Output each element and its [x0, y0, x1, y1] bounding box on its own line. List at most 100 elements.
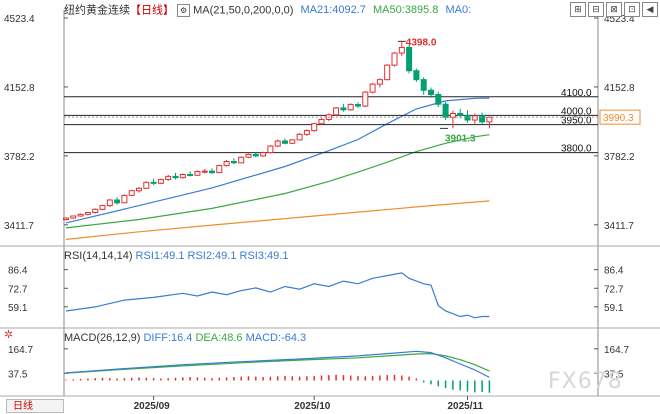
rsi1-value: RSI1:49.1 [135, 250, 185, 262]
moving-averages [65, 97, 490, 240]
candle-body [391, 52, 398, 66]
candle-body [260, 152, 267, 157]
macd-tick-label-left: 164.7 [8, 345, 33, 356]
dea-value: DEA:48.6 [195, 332, 243, 344]
candle-body [136, 187, 142, 192]
rsi3-value: RSI3:49.1 [239, 250, 289, 262]
candle-body [99, 205, 106, 210]
rsi-tick-label-left: 86.4 [8, 266, 28, 277]
candle-body [70, 215, 77, 219]
level-label: 3800.0 [561, 144, 592, 155]
candle-body [238, 156, 245, 164]
toolbar-button[interactable]: ⊠ [606, 2, 622, 17]
candle-body [449, 113, 456, 118]
candle-body [209, 170, 215, 174]
candle-body [106, 199, 113, 207]
rsi-tick-label-right: 86.4 [604, 266, 624, 277]
candle-body [84, 211, 91, 215]
ma50-value: MA50:3895.8 [372, 4, 439, 17]
candle-body [274, 140, 281, 147]
rsi-params: RSI(14,14,14) [64, 250, 133, 262]
candle-body [435, 94, 442, 105]
last-price-tag: 3990.3 [603, 113, 634, 124]
candle-body [150, 181, 157, 184]
candle-body [333, 107, 340, 116]
rsi-tick-label-left: 59.1 [8, 303, 28, 314]
ma21-line [65, 97, 490, 224]
candle-body [311, 123, 318, 132]
candle-body [157, 179, 164, 184]
candle-body [289, 139, 296, 144]
candle-body [143, 181, 150, 189]
macd-header: MACD(26,12,9) DIFF:16.4 DEA:48.6 MACD:-6… [64, 332, 306, 345]
price-tick-label-right: 4152.8 [604, 83, 635, 94]
ma21-value: MA21:4092.7 [300, 4, 366, 17]
candle-body [362, 91, 369, 107]
candle-body [194, 171, 201, 176]
window-toolbar: ⊞ ⊟ ⊠ ⊡ ◀ [570, 2, 658, 17]
period-tag[interactable]: 【日线】 [130, 4, 174, 17]
candle-body [318, 118, 325, 125]
rsi2-value: RSI2:49.1 [187, 250, 237, 262]
rsi-tick-label-right: 72.7 [604, 284, 624, 295]
high-annotation: 4398.0 [406, 37, 437, 48]
toolbar-button[interactable]: ⊟ [588, 2, 604, 17]
low-annotation: 3901.3 [445, 134, 476, 145]
candle-body [92, 208, 99, 213]
toolbar-button[interactable]: ⊞ [570, 2, 586, 17]
x-tick-label: 2025/10 [294, 401, 331, 412]
candle-body [303, 130, 310, 135]
candle-body [442, 103, 449, 118]
candle-body [347, 104, 354, 111]
candle-body [245, 153, 252, 158]
candle-body [201, 170, 208, 173]
diff-line [65, 350, 490, 378]
macd-settings-icon[interactable]: ✲ [4, 329, 14, 341]
candle-body [471, 115, 478, 121]
candle-body [376, 79, 383, 85]
candle-body [369, 83, 376, 93]
candles [63, 41, 493, 221]
candle-body [282, 140, 288, 144]
axis-labels: 4523.4 4523.4 4152.8 4152.8 3782.2 3782.2 3411… [4, 14, 641, 412]
candle-body [296, 133, 303, 141]
candle-body [340, 107, 347, 111]
grid-layer [0, 10, 660, 397]
period-selector-button[interactable]: 日线 [6, 399, 64, 413]
ma-params: MA(21,50,0,200,0,0) [193, 4, 294, 17]
toolbar-button[interactable]: ⊡ [624, 2, 640, 17]
candle-body [464, 114, 471, 121]
x-tick-label: 2025/11 [448, 401, 484, 412]
rsi-panel: 86.4 86.4 72.7 72.7 59.1 59.1 [8, 266, 624, 319]
candle-body [230, 160, 237, 164]
toolbar-button[interactable]: ◀ [642, 2, 658, 17]
macd-tick-label-right: 37.5 [604, 369, 624, 380]
price-tick-label-right: 4523.4 [604, 14, 635, 25]
macd-tick-label-left: 37.5 [8, 369, 28, 380]
rsi-header: RSI(14,14,14) RSI1:49.1 RSI2:49.1 RSI3:4… [64, 250, 288, 263]
price-tick-label-left: 4523.4 [4, 14, 35, 25]
price-tick-label-left: 3411.7 [4, 221, 34, 232]
candle-body [216, 165, 223, 174]
candle-body [384, 64, 391, 81]
x-tick-label: 2025/09 [134, 401, 171, 412]
candle-body [267, 145, 274, 154]
settings-icon[interactable]: ⚙ [177, 4, 191, 17]
candle-body [179, 174, 186, 179]
rsi-tick-label-left: 72.7 [8, 284, 28, 295]
dea-line [65, 352, 490, 374]
watermark: FX678 [548, 369, 623, 394]
level-label: 3950.0 [561, 116, 592, 127]
candle-body [165, 175, 172, 181]
candle-body [420, 79, 427, 91]
candle-body [77, 213, 84, 217]
last-price-tag-box [599, 109, 641, 125]
level-label: 4000.0 [561, 106, 592, 117]
candle-body [121, 194, 128, 204]
price-tick-label-right: 3782.2 [604, 152, 635, 163]
candle-body [479, 115, 486, 123]
macd-panel: 164.7 164.7 37.5 37.5 [8, 345, 629, 393]
price-tick-label-left: 4152.8 [4, 83, 35, 94]
